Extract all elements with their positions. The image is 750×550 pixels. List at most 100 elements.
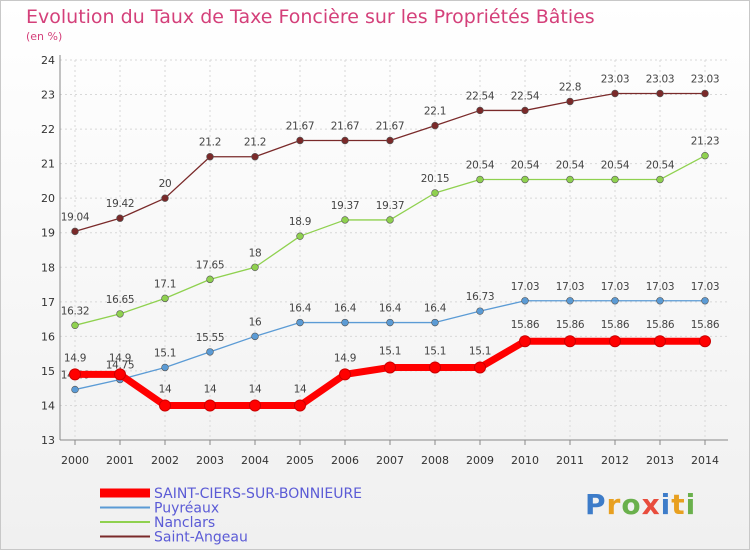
data-label: 17.03 <box>646 281 675 293</box>
logo-letter: o <box>621 488 642 521</box>
data-point <box>431 318 439 327</box>
data-label: 21.2 <box>199 137 221 149</box>
x-tick-label: 2010 <box>511 454 539 467</box>
data-point <box>206 153 214 161</box>
data-label: 18 <box>249 247 262 259</box>
data-point <box>429 361 441 374</box>
data-label: 17.03 <box>691 281 720 293</box>
data-point <box>566 175 574 184</box>
data-point <box>384 361 396 374</box>
data-point <box>611 89 619 98</box>
data-point <box>339 368 351 381</box>
data-label: 20.54 <box>646 160 675 172</box>
data-label: 15.86 <box>646 319 675 331</box>
data-label: 14 <box>249 383 262 395</box>
data-label: 15.1 <box>424 345 446 357</box>
logo-letter: i <box>660 488 672 521</box>
data-point <box>521 175 529 184</box>
series-1: 14.4614.7515.115.551616.416.416.416.416.… <box>61 281 720 394</box>
x-tick-label: 2002 <box>151 454 179 467</box>
x-tick-label: 2001 <box>106 454 134 467</box>
series-0: 14.9 14.9 14 14 14 14 14.9 15.1 15.1 15.1 15.86 15.… <box>64 319 720 412</box>
logo-letter: P <box>585 488 607 521</box>
y-tick-label: 17 <box>41 296 55 309</box>
data-label: 22.54 <box>466 90 495 102</box>
data-label: 22.54 <box>511 90 540 102</box>
data-point <box>566 97 574 106</box>
y-tick-label: 18 <box>41 261 55 274</box>
data-label: 14.9 <box>334 352 356 364</box>
y-tick-label: 24 <box>41 54 55 67</box>
data-point <box>296 136 304 145</box>
data-point <box>71 227 79 236</box>
x-tick-label: 2006 <box>331 454 359 467</box>
data-label: 17.03 <box>601 281 630 293</box>
data-label: 17.03 <box>556 281 585 293</box>
x-tick-label: 2000 <box>61 454 89 467</box>
data-point <box>69 368 81 381</box>
data-point <box>341 318 349 327</box>
data-point <box>161 294 169 303</box>
data-point <box>701 151 709 160</box>
data-point <box>341 216 349 224</box>
data-point <box>161 363 169 372</box>
data-label: 16.4 <box>379 303 402 315</box>
data-point <box>656 297 664 305</box>
data-label: 19.04 <box>61 211 90 223</box>
data-label: 16 <box>249 316 262 328</box>
data-label: 17.65 <box>196 259 225 271</box>
legend: SAINT-CIERS-SUR-BONNIEUREPuyréauxNanclar… <box>100 486 362 546</box>
data-label: 21.67 <box>286 120 315 132</box>
series-3: 19.04 19.42 20 21.2 21.2 21.67 21.67 21.67 22.1 2… <box>61 74 720 236</box>
data-point <box>251 153 259 161</box>
chart-title: Evolution du Taux de Taxe Foncière sur l… <box>26 6 595 28</box>
data-point <box>476 307 484 315</box>
y-tick-label: 20 <box>41 192 55 205</box>
data-label: 19.42 <box>106 198 135 210</box>
data-label: 21.67 <box>331 120 360 132</box>
x-tick-label: 2008 <box>421 454 449 467</box>
legend-label: Puyréaux <box>154 501 219 517</box>
data-label: 16.4 <box>289 303 312 315</box>
data-point <box>564 335 576 348</box>
data-label: 20.54 <box>601 160 630 172</box>
x-tick-label: 2009 <box>466 454 494 467</box>
data-point <box>294 399 306 412</box>
data-label: 23.03 <box>691 74 720 86</box>
data-label: 16.4 <box>424 303 447 315</box>
data-point <box>206 348 214 356</box>
data-point <box>114 368 126 381</box>
data-label: 14 <box>294 383 307 395</box>
data-label: 14.75 <box>106 360 135 372</box>
x-tick-label: 2007 <box>376 454 404 467</box>
data-label: 20.54 <box>556 160 585 172</box>
x-tick-label: 2005 <box>286 454 314 467</box>
data-label: 20.54 <box>466 160 495 172</box>
data-point <box>476 106 484 115</box>
data-point <box>341 136 349 145</box>
data-point <box>251 332 259 341</box>
data-point <box>431 189 439 197</box>
data-label: 14 <box>204 383 217 395</box>
data-point <box>654 335 666 348</box>
data-label: 18.9 <box>289 216 311 228</box>
data-point <box>296 232 304 240</box>
y-tick-label: 21 <box>41 158 55 171</box>
data-label: 14 <box>159 383 172 395</box>
data-point <box>609 335 621 348</box>
data-label: 16.32 <box>61 305 90 317</box>
logo-letter: r <box>606 488 622 521</box>
data-point <box>701 89 709 98</box>
data-point <box>204 399 216 412</box>
data-label: 15.1 <box>469 345 491 357</box>
data-label: 15.1 <box>154 347 176 359</box>
data-label: 20.15 <box>421 173 450 185</box>
data-point <box>296 318 304 327</box>
data-point <box>116 310 124 318</box>
data-label: 16.65 <box>106 294 135 306</box>
data-label: 21.67 <box>376 120 405 132</box>
y-tick-label: 19 <box>41 227 55 240</box>
data-label: 19.37 <box>331 200 360 212</box>
data-point <box>386 318 394 327</box>
